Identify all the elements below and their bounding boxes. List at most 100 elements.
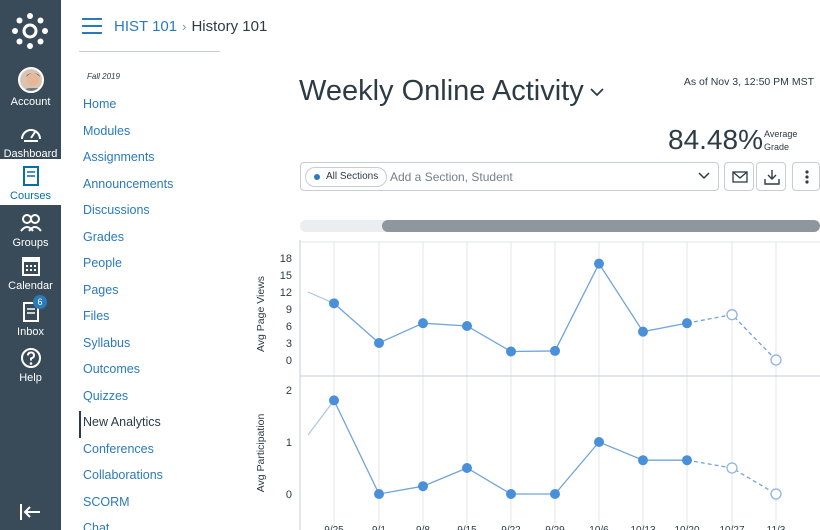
nav-inbox-label: Inbox [17, 326, 44, 338]
data-point [726, 462, 738, 474]
course-nav-collaborations[interactable]: Collaborations [83, 468, 163, 482]
canvas-logo-icon[interactable] [10, 9, 50, 53]
inbox-unread-badge: 6 [33, 295, 47, 309]
speedometer-icon [20, 129, 41, 142]
course-nav-modules[interactable]: Modules [83, 123, 131, 138]
nav-groups-label: Groups [12, 237, 49, 249]
y-tick-label: 18 [280, 253, 292, 265]
question-icon [20, 348, 41, 368]
data-point [374, 338, 384, 348]
course-nav-files[interactable]: Files [83, 309, 110, 323]
data-point [682, 455, 692, 466]
data-point [770, 354, 782, 366]
breadcrumb-course-link[interactable]: HIST 101 [114, 18, 178, 35]
more-options-button[interactable] [792, 162, 820, 191]
average-grade-label-line1: Average [764, 129, 798, 139]
nav-courses-label: Courses [10, 190, 51, 202]
series-line-lead [307, 400, 335, 436]
y-tick-label: 1 [286, 437, 292, 449]
course-nav-people[interactable]: People [83, 256, 122, 270]
data-point [550, 345, 560, 356]
download-icon [764, 170, 780, 185]
x-tick-label: 10/6 [589, 525, 609, 530]
nav-help-label: Help [19, 372, 42, 384]
y-tick-label: 2 [286, 385, 292, 397]
data-point [550, 489, 560, 499]
data-point [418, 318, 428, 329]
average-grade-label-line2: Grade [764, 142, 790, 152]
message-students-button[interactable] [724, 162, 754, 191]
course-nav-announcements[interactable]: Announcements [83, 176, 174, 191]
y-axis-label: Avg Participation [255, 414, 267, 493]
x-tick-label: 10/27 [719, 525, 744, 530]
nav-help[interactable]: Help [0, 346, 61, 385]
x-tick-label: 10/20 [674, 525, 699, 530]
data-point [682, 318, 692, 329]
book-icon [22, 166, 39, 186]
average-grade-label: Average Grade [764, 128, 797, 154]
y-axis-label: Avg Page Views [255, 276, 267, 352]
course-nav-new-analytics[interactable]: New Analytics [79, 411, 229, 438]
as-of-timestamp: As of Nov 3, 12:50 PM MST [683, 76, 814, 88]
data-point [638, 455, 648, 466]
course-nav-scorm[interactable]: SCORM [83, 494, 130, 509]
data-point [462, 463, 472, 473]
y-tick-label: 15 [280, 270, 292, 282]
x-tick-label: 11/3 [767, 525, 786, 530]
course-nav-grades[interactable]: Grades [83, 229, 124, 244]
course-nav-quizzes[interactable]: Quizzes [83, 388, 129, 403]
section-pill[interactable]: All Sections [305, 167, 388, 187]
data-point [329, 395, 339, 406]
y-tick-label: 9 [286, 304, 292, 316]
course-nav-chat[interactable]: Chat [83, 521, 110, 530]
course-nav-discussions[interactable]: Discussions [83, 203, 150, 217]
chevron-down-icon[interactable] [698, 171, 710, 181]
x-tick-label: 9/29 [545, 525, 565, 530]
course-nav: Home Modules Assignments Announcements Discu… [79, 93, 229, 530]
data-point [506, 489, 516, 499]
download-button[interactable] [756, 162, 786, 191]
course-nav-home[interactable]: Home [83, 97, 117, 111]
data-point [462, 321, 472, 331]
nav-calendar[interactable]: Calendar [0, 254, 61, 293]
data-point [418, 481, 428, 492]
more-vertical-icon [805, 170, 809, 184]
data-point [506, 346, 516, 357]
x-tick-label: 10/13 [630, 525, 655, 530]
course-nav-pages[interactable]: Pages [83, 282, 119, 297]
chevron-down-icon[interactable] [589, 86, 605, 98]
nav-inbox[interactable]: Inbox [0, 300, 61, 339]
section-student-filter[interactable]: All Sections Add a Section, Student [300, 162, 719, 191]
page-title: Weekly Online Activity [299, 75, 584, 107]
nav-account[interactable]: Account [0, 67, 61, 109]
inbox-icon [22, 302, 39, 322]
global-nav: Account Dashboard Courses [0, 0, 61, 530]
data-point [374, 489, 384, 499]
data-point [726, 309, 738, 321]
data-point [594, 258, 604, 269]
data-point [329, 298, 339, 309]
breadcrumb-current: History 101 [191, 18, 268, 35]
course-nav-syllabus[interactable]: Syllabus [83, 335, 131, 350]
nav-courses[interactable]: Courses [0, 159, 61, 205]
x-tick-label: 9/15 [457, 525, 477, 530]
course-nav-outcomes[interactable]: Outcomes [83, 362, 140, 376]
breadcrumb: HIST 101 › History 101 [114, 18, 267, 35]
course-menu-toggle[interactable] [82, 18, 102, 34]
y-tick-label: 3 [286, 338, 292, 350]
x-tick-label: 9/1 [372, 525, 386, 530]
nav-dashboard[interactable]: Dashboard [0, 122, 61, 161]
course-nav-conferences[interactable]: Conferences [83, 441, 154, 456]
course-nav-assignments[interactable]: Assignments [83, 150, 155, 164]
x-tick-label: 9/25 [324, 525, 344, 530]
chart-scroll-thumb[interactable] [382, 220, 820, 232]
data-point [594, 437, 604, 447]
data-point [770, 488, 782, 500]
y-tick-label: 0 [286, 489, 292, 501]
collapse-nav-icon[interactable] [19, 503, 41, 521]
average-grade-value: 84.48% [668, 124, 763, 155]
avatar [17, 67, 44, 93]
nav-groups[interactable]: Groups [0, 211, 61, 250]
